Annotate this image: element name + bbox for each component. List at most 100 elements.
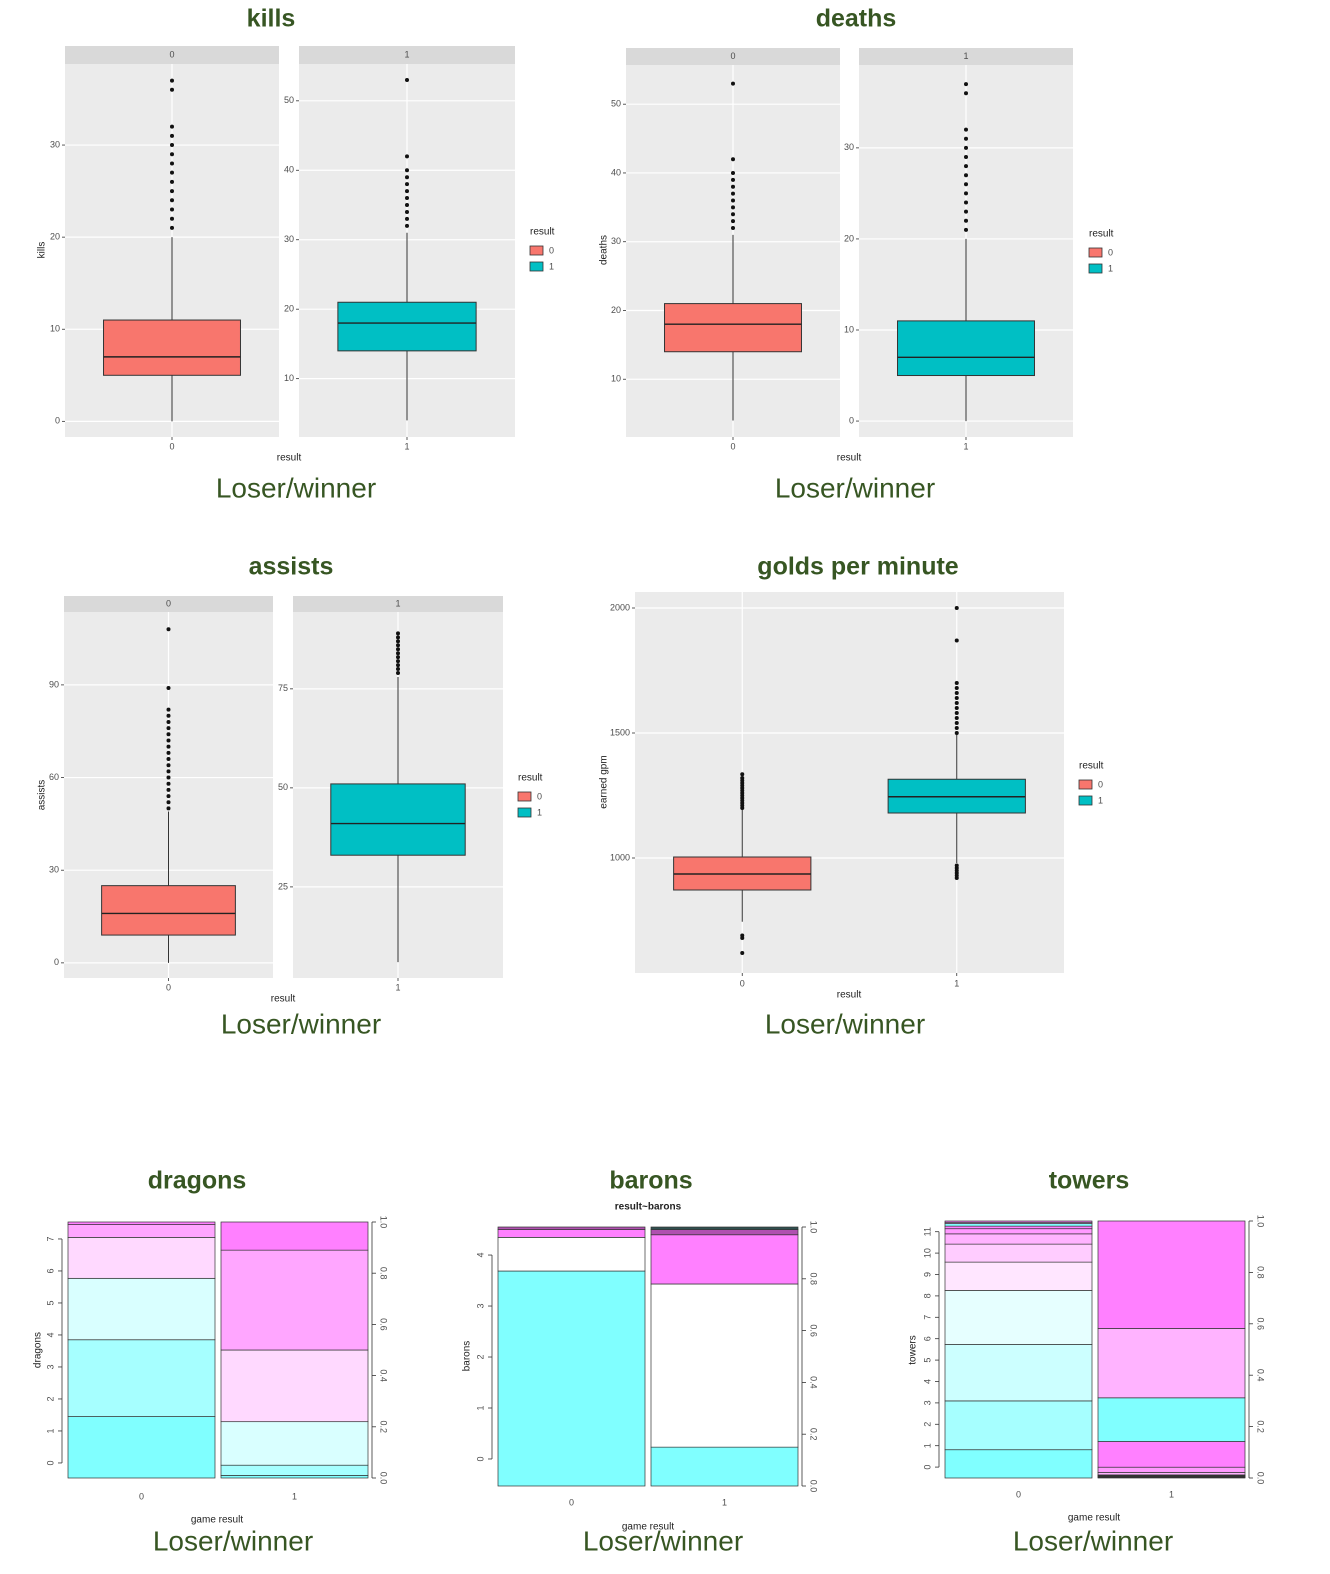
outlier	[170, 143, 174, 148]
outlier	[396, 639, 400, 644]
outlier	[405, 196, 409, 201]
legend-label: 1	[1098, 795, 1103, 805]
legend-title: result	[530, 227, 555, 238]
x-tick-label: 0	[730, 441, 735, 451]
x-axis-label: result	[837, 990, 862, 1001]
y-tick-label: 3	[922, 1400, 932, 1405]
outlier	[731, 81, 735, 86]
outlier	[405, 209, 409, 214]
outlier	[396, 663, 400, 668]
outlier	[405, 154, 409, 159]
outlier	[170, 152, 174, 157]
outlier	[954, 863, 959, 868]
y2-tick-label: 0.4	[809, 1376, 819, 1389]
outlier	[166, 763, 171, 768]
y-tick-label: 30	[611, 236, 621, 246]
x-tick-label: 0	[569, 1497, 574, 1507]
y2-tick-label: 0.0	[809, 1480, 819, 1493]
legend-label: 1	[1108, 263, 1113, 273]
segment	[67, 1221, 216, 1225]
x-tick-label: 0	[139, 1491, 144, 1501]
y-tick-label: 50	[611, 99, 621, 109]
caption: Loser/winner	[775, 472, 935, 503]
x-tick-label: 0	[1016, 1489, 1021, 1499]
chart-title: barons	[609, 1167, 692, 1195]
outlier	[405, 203, 409, 208]
segment	[944, 1220, 1093, 1223]
outlier	[731, 191, 735, 196]
outlier	[740, 772, 745, 777]
outlier	[405, 77, 409, 82]
outlier	[740, 933, 745, 938]
outlier	[731, 212, 735, 217]
segment	[944, 1228, 1093, 1235]
y-tick-label: 7	[45, 1236, 55, 1241]
y-tick-label: 9	[922, 1272, 932, 1277]
outlier	[954, 726, 959, 730]
y2-tick-label: 1.0	[379, 1216, 389, 1229]
outlier	[170, 170, 174, 175]
segment	[220, 1249, 369, 1351]
y-tick-label: 20	[50, 232, 60, 242]
x-tick-label: 1	[722, 1497, 727, 1507]
x-axis-label: game result	[1068, 1513, 1120, 1524]
outlier	[740, 951, 745, 955]
outlier	[396, 659, 400, 664]
y2-tick-label: 0.4	[1256, 1369, 1266, 1382]
segment	[944, 1449, 1093, 1479]
segment	[497, 1229, 646, 1238]
caption: Loser/winner	[216, 472, 376, 503]
segment	[1097, 1397, 1246, 1442]
outlier	[166, 800, 171, 805]
y-tick-label: 50	[284, 95, 294, 105]
x-tick-label: 0	[166, 982, 171, 992]
outlier	[954, 681, 959, 685]
outlier	[396, 631, 400, 636]
y-tick-label: 0	[849, 415, 854, 425]
outlier	[964, 200, 968, 205]
outlier	[166, 732, 171, 737]
outlier	[166, 627, 171, 632]
facet-label: 0	[166, 598, 171, 608]
x-tick-label: 1	[954, 978, 959, 988]
outlier	[170, 161, 174, 166]
y-tick-label: 5	[45, 1300, 55, 1305]
outlier	[954, 731, 959, 735]
segment	[1097, 1466, 1246, 1473]
chart-title: assists	[249, 553, 334, 581]
outlier	[396, 643, 400, 648]
outlier	[166, 787, 171, 792]
y-tick-label: 3	[475, 1304, 485, 1309]
outlier	[964, 145, 968, 150]
y-axis-label: earned gpm	[599, 755, 610, 808]
legend-label: 0	[1098, 779, 1103, 789]
y2-tick-label: 0.8	[1256, 1266, 1266, 1279]
y-tick-label: 30	[844, 142, 854, 152]
segment	[497, 1237, 646, 1272]
y-tick-label: 4	[45, 1332, 55, 1337]
outlier	[166, 769, 171, 774]
outlier	[731, 219, 735, 224]
segment	[220, 1221, 369, 1251]
outlier	[166, 726, 171, 731]
x-tick-label: 1	[963, 441, 968, 451]
y-tick-label: 60	[49, 772, 59, 782]
y-tick-label: 11	[922, 1227, 932, 1236]
segment	[650, 1234, 799, 1285]
outlier	[964, 136, 968, 141]
outlier	[166, 750, 171, 755]
segment	[650, 1446, 799, 1487]
y-tick-label: 1	[475, 1405, 485, 1410]
outlier	[731, 184, 735, 189]
outlier	[166, 806, 171, 811]
segment	[67, 1237, 216, 1279]
y-tick-label: 2	[475, 1355, 485, 1360]
y-tick-label: 40	[284, 165, 294, 175]
y-axis-label: towers	[908, 1335, 919, 1364]
box	[103, 319, 241, 376]
x-tick-label: 0	[740, 978, 745, 988]
outlier	[405, 175, 409, 180]
outlier	[405, 216, 409, 221]
